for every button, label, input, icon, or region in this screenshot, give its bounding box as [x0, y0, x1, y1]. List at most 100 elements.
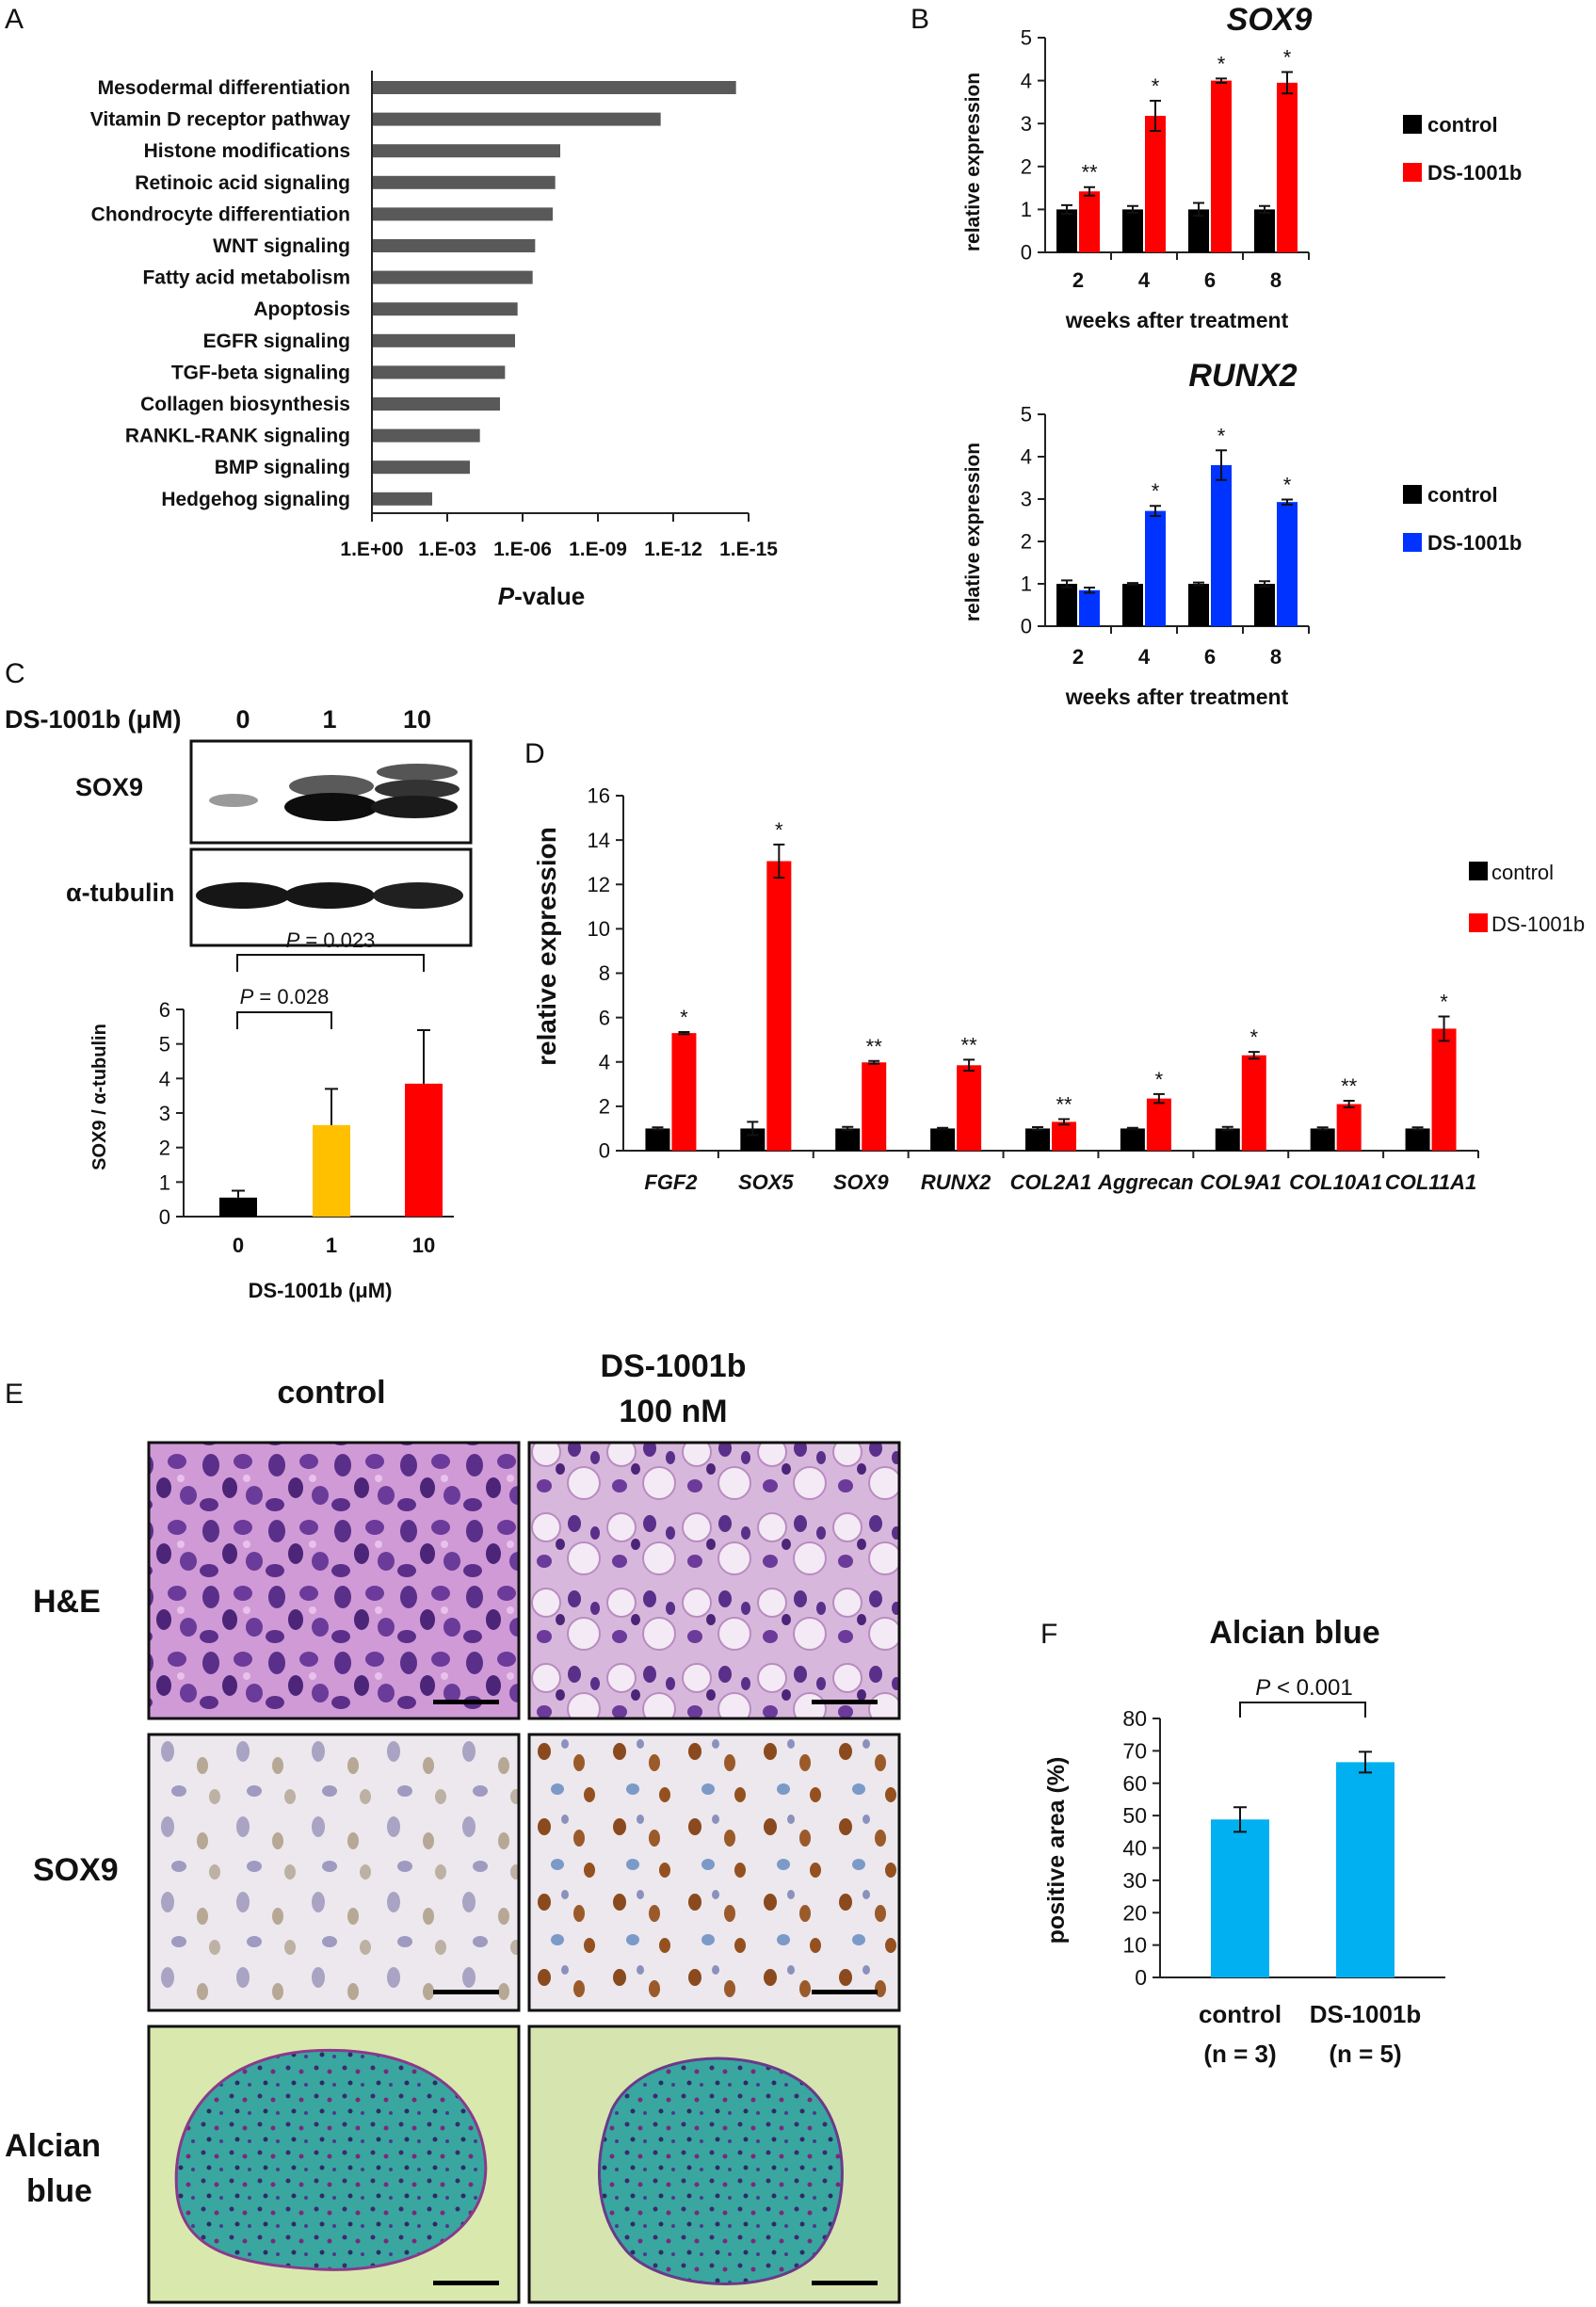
bar-control [1188, 209, 1209, 252]
error-bar [678, 1030, 690, 1036]
a-category-label: Histone modifications [144, 140, 350, 162]
y-tick-label: 2 [1021, 530, 1032, 554]
hist-row-he: H&E [33, 1584, 101, 1620]
error-bar [1032, 1126, 1043, 1131]
blot-row-sox9: SOX9 [75, 773, 143, 801]
c-x-axis-title: DS-1001b (μM) [249, 1279, 393, 1302]
x-category-label: 6 [1204, 645, 1216, 669]
bar-ds-1001b [1145, 510, 1166, 626]
bar-control [1056, 584, 1077, 626]
b2-legend-label-ds: DS-1001b [1427, 531, 1522, 555]
bar-ds-1001b [862, 1062, 887, 1151]
d-y-axis-title: relative expression [532, 827, 561, 1066]
error-bar [937, 1126, 949, 1131]
error-bar [1084, 186, 1095, 197]
b1-title: SOX9 [1227, 2, 1313, 38]
panel-label-d: D [524, 738, 545, 769]
error-bar [1061, 203, 1072, 215]
b1-x-axis-title: weeks after treatment [1065, 308, 1289, 332]
error-bar [1058, 1118, 1070, 1126]
f-pvalue: P < 0.001 [1255, 1675, 1352, 1701]
bar-ds-1001b [766, 861, 792, 1151]
tubulin-band-lane-1 [284, 882, 375, 909]
bar-control [1025, 1128, 1050, 1151]
he-control-image [147, 1441, 521, 1720]
a-bar [372, 397, 500, 411]
bar-control [1056, 209, 1077, 252]
panel-label-a: A [5, 4, 24, 35]
f-bracket [1239, 1702, 1366, 1718]
gene-expression-chart: relative expression 0 2 4 6 8 10 12 14 16 FGF2 * SO… [532, 784, 1585, 1194]
b1-y-axis-title: relative expression [962, 73, 984, 251]
f-bar [1336, 1762, 1394, 1977]
bar-control [1310, 1128, 1335, 1151]
b1-legend-swatch-control [1403, 115, 1422, 134]
sox9-band-lane-0 [209, 794, 258, 807]
a-x-tick-label: 1.E+00 [340, 539, 403, 560]
a-category-label: Hedgehog signaling [161, 489, 350, 510]
y-tick-label: 4 [599, 1050, 610, 1073]
y-tick-label: 5 [1021, 26, 1032, 50]
significance-mark: * [680, 1006, 688, 1029]
hist-col-title-control: control [277, 1375, 385, 1411]
d-legend-label-ds: DS-1001b [1491, 912, 1585, 936]
c-bar [313, 1124, 350, 1217]
x-category-label: 8 [1270, 268, 1282, 292]
y-tick-label: 6 [599, 1006, 610, 1029]
c-y-tick-label: 1 [159, 1170, 170, 1194]
error-bar [1216, 77, 1227, 84]
sox9-ihc-control-image [147, 1733, 521, 2012]
f-title: Alcian blue [1209, 1615, 1379, 1651]
x-category-label: FGF2 [644, 1170, 698, 1194]
c-y-tick-label: 6 [159, 998, 170, 1022]
significance-mark: * [1440, 990, 1448, 1013]
a-bar [372, 112, 661, 126]
sox9-band-low-lane-2 [371, 796, 458, 818]
panel-label-e: E [5, 1379, 24, 1410]
panel-label-c: C [5, 658, 25, 689]
f-y-tick-label: 70 [1122, 1738, 1147, 1763]
bar-ds-1001b [1052, 1121, 1076, 1151]
d-legend-swatch-ds [1469, 913, 1488, 932]
significance-mark: * [1152, 74, 1160, 98]
error-bar [1150, 100, 1161, 132]
f-x-sublabel: (n = 3) [1203, 2040, 1276, 2068]
significance-mark: * [775, 818, 783, 842]
he-control-scalebar [433, 1700, 499, 1704]
y-tick-label: 8 [599, 961, 610, 985]
a-category-label: Retinoic acid signaling [135, 172, 350, 194]
x-category-label: 4 [1138, 645, 1151, 669]
a-x-tick-label: 1.E-06 [493, 539, 552, 560]
panel-label-b: B [911, 4, 929, 35]
a-bar [372, 333, 515, 347]
b1-legend-label-ds: DS-1001b [1427, 161, 1522, 185]
a-bar [372, 81, 736, 94]
error-bar [1127, 204, 1138, 215]
f-x-category-label: control [1199, 2000, 1282, 2028]
x-category-label: SOX9 [833, 1170, 889, 1194]
y-tick-label: 16 [588, 784, 610, 808]
c-bar [219, 1197, 257, 1217]
y-tick-label: 10 [588, 917, 610, 941]
error-bar [1127, 582, 1138, 586]
a-category-label: TGF-beta signaling [171, 362, 350, 383]
sox9-band-mid-lane-2 [375, 780, 459, 799]
hist-row-sox9: SOX9 [33, 1852, 119, 1888]
a-category-label: Apoptosis [253, 298, 350, 320]
bar-control [645, 1128, 670, 1151]
f-x-sublabel: (n = 5) [1329, 2040, 1401, 2068]
bar-control [1215, 1128, 1240, 1151]
c-x-category-label: 0 [233, 1234, 244, 1257]
error-bar [1150, 505, 1161, 517]
significance-mark: ** [866, 1035, 883, 1058]
bar-control [1120, 1128, 1145, 1151]
sox9-timecourse-chart: SOX9 relative expression 0 1 2 3 4 5 2 ** 4 * 6 * 8 *… [962, 2, 1522, 332]
a-category-label: Chondrocyte differentiation [91, 203, 350, 225]
alcian-blue-quantification-chart: Alcian blue positive area (%) 0 10 20 30 40 5… [1043, 1615, 1445, 2068]
histology-panel: control DS-1001b 100 nM H&E SOX9 Alcian … [5, 1348, 901, 2304]
b1-legend-swatch-ds [1403, 163, 1422, 182]
hist-col-title-ds-line1: DS-1001b [601, 1348, 747, 1384]
y-tick-label: 0 [599, 1139, 610, 1163]
a-category-label: RANKL-RANK signaling [125, 426, 350, 447]
error-bar [1061, 579, 1072, 589]
